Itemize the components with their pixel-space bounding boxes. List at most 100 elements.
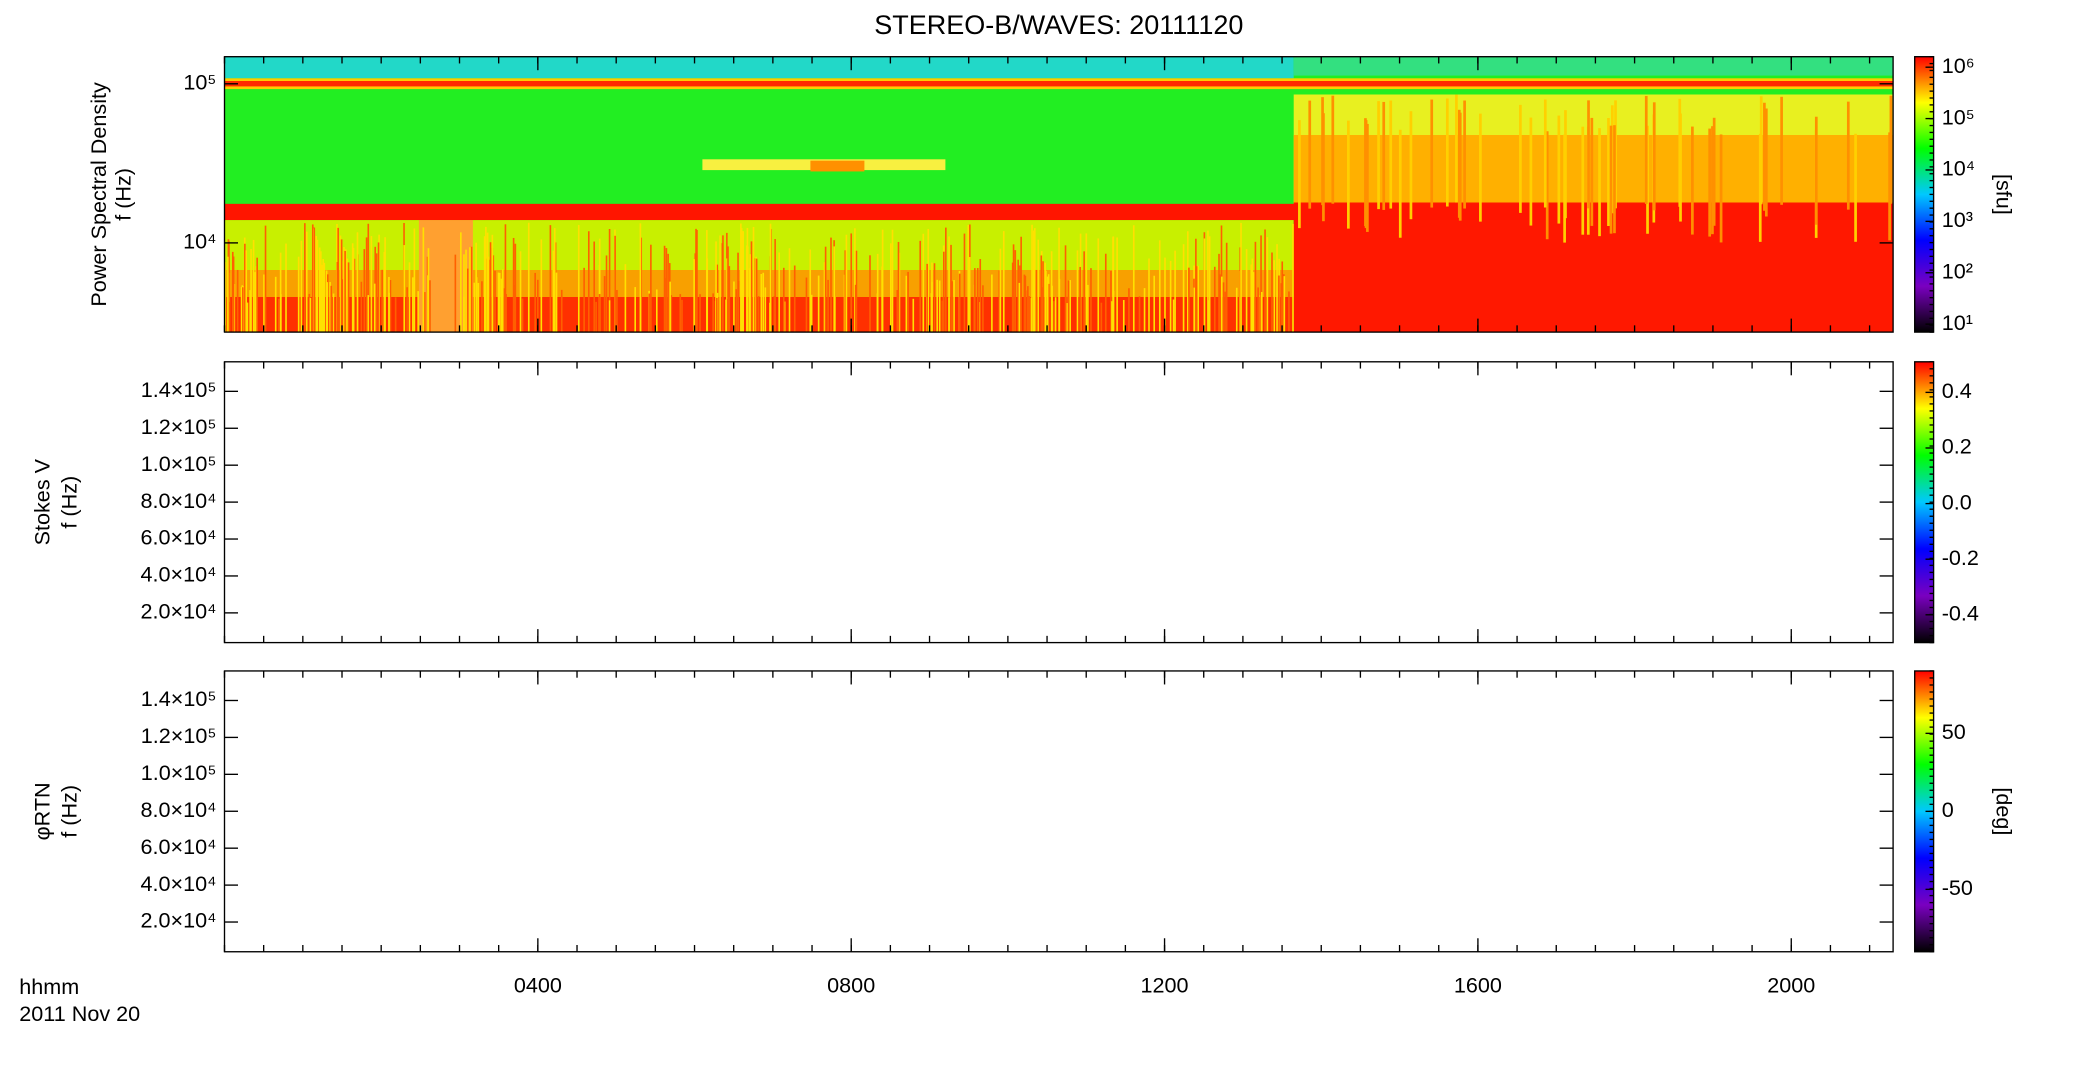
- spectrogram-streak: [1110, 270, 1112, 333]
- spectrogram-streak: [942, 251, 945, 333]
- spectrogram-streak: [1308, 100, 1312, 209]
- spectrogram-streak: [353, 258, 356, 333]
- spectrogram-streak: [249, 290, 251, 333]
- spectrogram-streak: [733, 281, 735, 333]
- spectrogram-streak: [311, 224, 314, 333]
- spectrogram-streak: [1455, 94, 1458, 203]
- spectrogram-streak: [1288, 291, 1290, 333]
- spectrogram-streak: [1763, 102, 1766, 211]
- spectrogram-streak: [485, 226, 487, 333]
- spectrogram-streak: [560, 289, 563, 333]
- spectrogram-streak: [321, 264, 323, 333]
- spectrogram-streak: [491, 234, 494, 333]
- spectrogram-streak: [667, 253, 669, 333]
- spectrogram-streak: [608, 300, 611, 333]
- spectrogram-streak: [919, 240, 922, 333]
- spectrogram-streak: [876, 293, 879, 333]
- spectrogram-streak: [300, 240, 303, 333]
- colorbar-tick-label: 0.0: [1942, 489, 1972, 514]
- x-tick-label: 1200: [1141, 973, 1189, 998]
- spectrogram-streak: [512, 237, 515, 333]
- spectrogram-streak: [1203, 238, 1206, 333]
- spectrogram-streak: [519, 251, 522, 333]
- spectrogram-streak: [285, 243, 287, 333]
- spectrogram-image: [224, 56, 1894, 333]
- spectrogram-streak: [1347, 120, 1350, 229]
- spectrogram-streak: [1260, 235, 1262, 333]
- spectrogram-streak: [577, 224, 580, 333]
- spectrogram-streak: [1218, 253, 1220, 333]
- spectrogram-streak: [1197, 265, 1200, 333]
- spectrogram-streak: [740, 228, 743, 333]
- spectrogram-streak: [854, 228, 856, 333]
- spectrogram-streak: [475, 242, 477, 333]
- spectrogram-streak: [778, 252, 780, 333]
- spectrogram-streak: [326, 282, 329, 333]
- colorbar-tick-label: -50: [1942, 875, 1973, 900]
- spectrogram-streak: [742, 231, 744, 333]
- colorbar-tick-label: 50: [1942, 719, 1966, 744]
- spectrogram-streak: [375, 253, 378, 333]
- spectrogram-streak: [699, 294, 701, 333]
- spectrogram-streak: [1252, 272, 1255, 333]
- spectrogram-streak: [1116, 237, 1118, 333]
- x-tick-label: 0800: [827, 973, 875, 998]
- spectrogram-streak: [696, 229, 698, 333]
- spectrogram-streak: [783, 301, 786, 333]
- spectrogram-streak: [1250, 264, 1253, 333]
- spectrogram-streak: [1708, 128, 1712, 237]
- spectrogram-streak: [278, 298, 280, 333]
- spectrogram-streak: [595, 301, 597, 333]
- spectrogram-streak: [712, 293, 714, 333]
- spectrogram-streak: [481, 281, 483, 333]
- spectrogram-streak: [681, 299, 683, 333]
- spectrogram-streak: [1011, 262, 1014, 333]
- spectrogram-region: [810, 160, 865, 172]
- spectrogram-streak: [454, 254, 457, 333]
- spectrogram-streak: [255, 266, 258, 333]
- spectrogram-streak: [1691, 126, 1694, 235]
- spectrogram-streak: [1759, 96, 1763, 205]
- colorbar-label: [sfu]: [1992, 174, 2017, 215]
- spectrogram-streak: [740, 223, 742, 333]
- spectrogram-streak: [1219, 274, 1221, 333]
- spectrogram-streak: [773, 296, 776, 333]
- spectrogram-streak: [339, 235, 342, 333]
- spectrogram-streak: [477, 282, 480, 333]
- spectrogram-streak: [553, 228, 556, 333]
- spectrogram-streak: [1257, 287, 1259, 333]
- colorbar-tick-label: -0.2: [1942, 545, 1979, 570]
- spectrogram-streak: [1213, 266, 1216, 333]
- spectrogram-streak: [1377, 101, 1380, 210]
- spectrogram-streak: [624, 264, 627, 333]
- spectrogram-streak: [817, 275, 820, 333]
- spectrogram-streak: [1780, 96, 1783, 205]
- spectrogram-streak: [1271, 252, 1273, 333]
- spectrogram-streak: [695, 228, 697, 333]
- spectrogram-streak: [1020, 236, 1022, 333]
- spectrogram-streak: [1076, 250, 1079, 333]
- spectrogram-streak: [1220, 276, 1223, 333]
- spectrogram-streak: [313, 227, 316, 333]
- spectrogram-streak: [1251, 258, 1254, 333]
- spectrogram-streak: [1014, 250, 1017, 333]
- y-axis-label: f (Hz): [56, 476, 81, 529]
- spectrogram-streak: [330, 285, 333, 333]
- spectrogram-streak: [373, 283, 376, 333]
- spectrogram-streak: [706, 258, 709, 333]
- spectrogram-streak: [1040, 255, 1043, 333]
- spectrogram-streak: [537, 279, 539, 333]
- spectrogram-streak: [356, 232, 359, 333]
- spectrogram-streak: [725, 299, 727, 333]
- spectrogram-streak: [926, 263, 928, 333]
- spectrogram-streak: [1148, 258, 1150, 333]
- spectrogram-streak: [1128, 288, 1130, 333]
- spectrogram-streak: [1111, 301, 1113, 333]
- spectrogram-streak: [727, 246, 729, 333]
- spectrogram-streak: [999, 248, 1002, 333]
- spectrogram-streak: [974, 268, 976, 333]
- spectrogram-streak: [279, 252, 282, 333]
- y-tick-label: 4.0×10⁴: [140, 562, 216, 587]
- spectrogram-streak: [1430, 99, 1434, 208]
